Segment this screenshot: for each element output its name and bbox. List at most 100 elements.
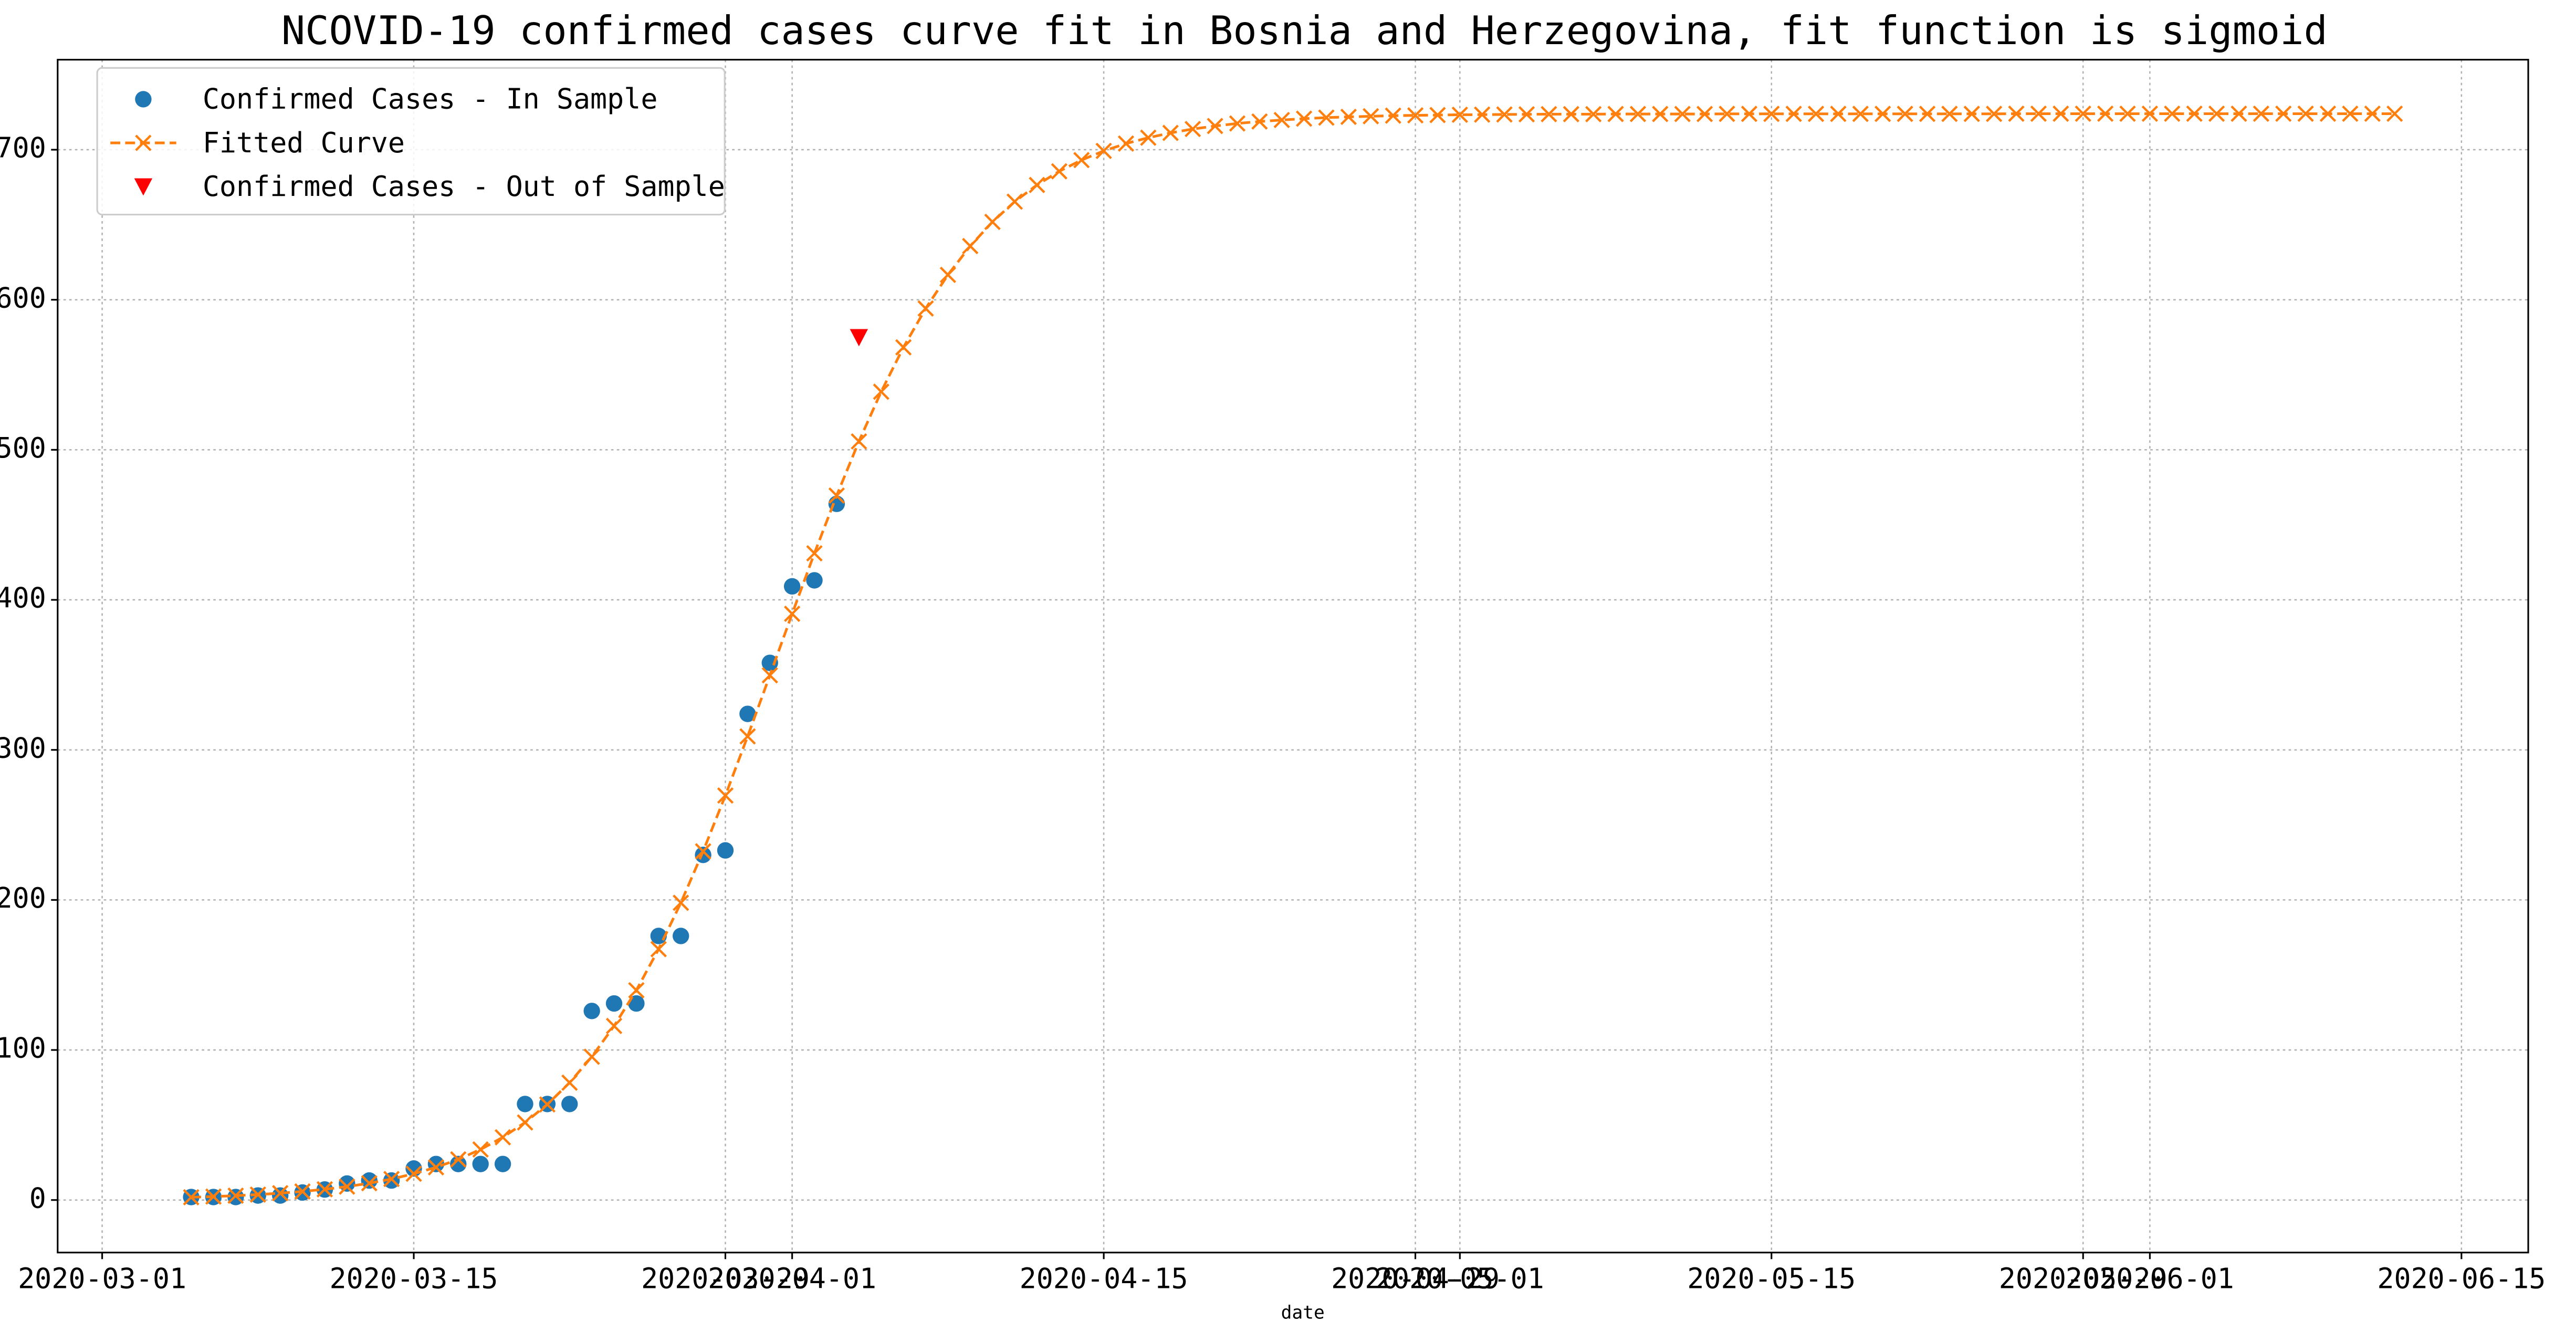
data-point xyxy=(561,1096,578,1112)
data-point xyxy=(294,1183,311,1200)
y-tick-label: 100 xyxy=(0,1032,46,1065)
data-point xyxy=(1006,193,1023,210)
data-point xyxy=(1563,106,1579,123)
data-point xyxy=(583,1048,600,1065)
data-point xyxy=(405,1166,422,1182)
x-tick-label: 2020-06-15 xyxy=(2377,1263,2546,1295)
data-point xyxy=(806,572,823,589)
data-point xyxy=(2164,105,2181,122)
data-point xyxy=(1140,129,1157,146)
data-point xyxy=(605,995,623,1012)
data-point xyxy=(984,213,1001,231)
x-tick-label: 2020-04-15 xyxy=(1020,1263,1188,1295)
legend-marker xyxy=(135,91,152,108)
x-tick-label: 2020-03-01 xyxy=(18,1263,186,1295)
data-point xyxy=(739,705,756,722)
data-point xyxy=(806,545,823,562)
data-point xyxy=(2030,105,2047,122)
data-point xyxy=(227,1187,244,1204)
data-point xyxy=(1897,106,1913,122)
data-point xyxy=(2186,105,2203,122)
data-point xyxy=(1830,106,1847,122)
data-point xyxy=(272,1187,289,1204)
data-point xyxy=(1518,106,1535,123)
data-point xyxy=(1029,176,1045,193)
legend-label: Fitted Curve xyxy=(203,127,405,159)
data-point xyxy=(1429,107,1446,123)
data-point xyxy=(1541,106,1557,123)
data-point xyxy=(539,1096,556,1113)
data-point xyxy=(2208,105,2225,122)
y-tick-label: 500 xyxy=(0,432,46,464)
data-point xyxy=(673,894,689,911)
data-point xyxy=(939,266,957,283)
data-point xyxy=(1273,111,1290,129)
data-point xyxy=(1941,106,1958,122)
data-point xyxy=(427,1159,445,1176)
data-point xyxy=(1207,118,1223,134)
x-tick-label: 2020-03-29 xyxy=(641,1263,810,1295)
axes-frame xyxy=(57,59,2529,1254)
data-point xyxy=(673,928,689,944)
plot-area xyxy=(183,105,2403,1206)
data-point xyxy=(450,1151,467,1168)
y-tick-label: 700 xyxy=(0,132,46,164)
data-point xyxy=(1474,106,1491,123)
data-point xyxy=(873,383,889,400)
data-point xyxy=(1741,106,1758,122)
data-point xyxy=(1229,115,1246,132)
data-point xyxy=(561,1074,578,1091)
data-point xyxy=(1696,106,1713,122)
legend-marker xyxy=(134,178,153,196)
data-point xyxy=(517,1114,533,1131)
data-point xyxy=(695,847,711,863)
x-tick-label: 2020-05-01 xyxy=(1376,1263,1544,1295)
data-point xyxy=(205,1188,222,1205)
data-point xyxy=(695,843,711,860)
data-point xyxy=(1073,152,1090,169)
legend-box xyxy=(96,67,726,216)
data-point xyxy=(583,1003,600,1019)
data-point xyxy=(1318,109,1335,126)
data-point xyxy=(650,941,667,958)
data-point xyxy=(1585,106,1602,123)
data-point xyxy=(1451,106,1468,123)
data-point xyxy=(2008,105,2025,122)
x-tick-label: 2020-05-15 xyxy=(1687,1263,1856,1295)
data-point xyxy=(739,728,756,745)
x-tick-label: 2020-04-01 xyxy=(708,1263,876,1295)
data-point xyxy=(472,1141,489,1158)
x-tick-label: 2020-04-29 xyxy=(1331,1263,1500,1295)
data-point xyxy=(2386,105,2403,122)
x-tick-label: 2020-05-29 xyxy=(1999,1263,2167,1295)
legend-label: Confirmed Cases - Out of Sample xyxy=(203,170,725,203)
data-point xyxy=(717,842,734,859)
data-point xyxy=(761,654,778,671)
data-point xyxy=(783,578,801,595)
data-point xyxy=(2342,105,2359,122)
data-point xyxy=(1607,106,1624,122)
data-point xyxy=(272,1185,289,1202)
data-point xyxy=(2275,105,2292,122)
y-tick-label: 300 xyxy=(0,732,46,764)
data-point xyxy=(605,1017,623,1035)
data-point xyxy=(517,1096,533,1112)
data-point xyxy=(1184,120,1201,138)
data-point xyxy=(339,1178,355,1195)
data-point xyxy=(850,329,868,347)
data-point xyxy=(1674,106,1691,122)
data-point xyxy=(1095,142,1112,160)
data-point xyxy=(1963,106,1980,122)
data-point xyxy=(361,1175,378,1192)
data-point xyxy=(2364,105,2381,122)
data-point xyxy=(494,1156,511,1172)
fitted-line xyxy=(191,112,2395,1199)
data-point xyxy=(2319,105,2337,122)
grid: 0 100 200 300 400 500 600 700 2020-03-01 2020-03-… xyxy=(0,59,2546,1295)
data-point xyxy=(1629,106,1647,122)
x-tick-label: 2020-03-15 xyxy=(330,1263,498,1295)
data-point xyxy=(1385,107,1401,124)
data-point xyxy=(1496,106,1513,123)
